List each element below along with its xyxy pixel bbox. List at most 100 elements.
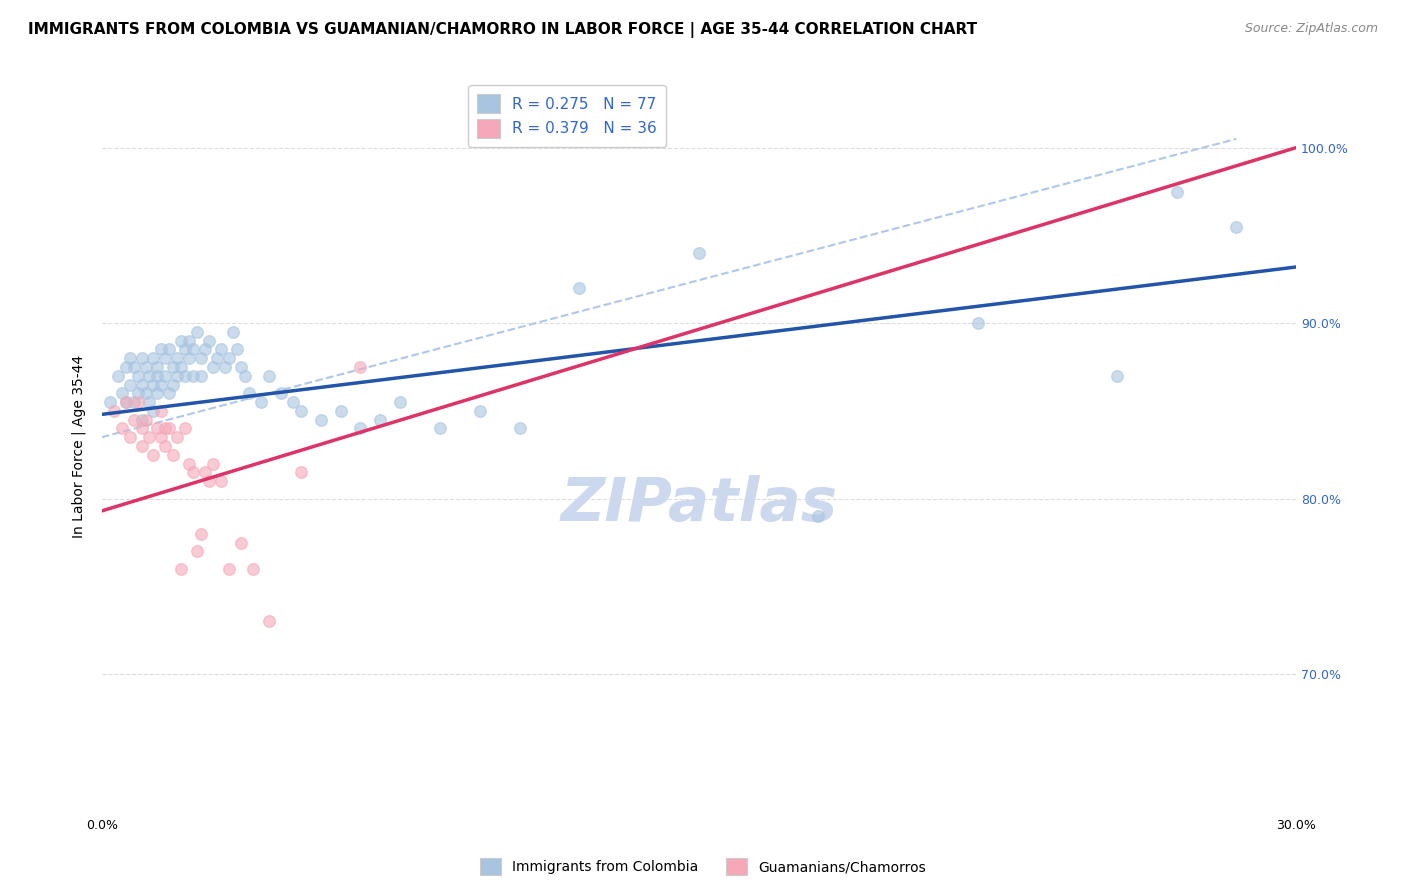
Point [250, 395, 273, 409]
Point [131, 439, 153, 453]
Point [349, 421, 371, 435]
Point [214, 359, 236, 374]
Point [468, 404, 491, 418]
Text: Source: ZipAtlas.com: Source: ZipAtlas.com [1244, 22, 1378, 36]
Point [370, 412, 392, 426]
Point [1225, 219, 1247, 234]
Point [134, 386, 156, 401]
Point [150, 404, 173, 418]
Point [127, 368, 149, 383]
Point [107, 368, 129, 383]
Point [349, 359, 371, 374]
Point [122, 412, 145, 426]
Point [127, 395, 149, 409]
Point [179, 334, 201, 348]
Point [174, 343, 197, 357]
Point [209, 474, 232, 488]
Point [166, 368, 188, 383]
Point [242, 562, 264, 576]
Point [127, 386, 149, 401]
Point [194, 466, 217, 480]
Point [110, 386, 132, 401]
Point [150, 343, 173, 357]
Point [157, 343, 180, 357]
Point [389, 395, 412, 409]
Point [114, 395, 136, 409]
Point [155, 351, 177, 366]
Point [181, 466, 204, 480]
Point [218, 351, 240, 366]
Point [1105, 368, 1128, 383]
Point [118, 351, 141, 366]
Point [162, 359, 184, 374]
Point [309, 412, 332, 426]
Point [1166, 185, 1188, 199]
Point [966, 316, 988, 330]
Point [290, 404, 312, 418]
Point [222, 325, 245, 339]
Point [194, 343, 217, 357]
Point [122, 395, 145, 409]
Point [98, 395, 121, 409]
Point [155, 368, 177, 383]
Point [122, 359, 145, 374]
Point [142, 351, 165, 366]
Point [162, 448, 184, 462]
Point [131, 351, 153, 366]
Point [174, 368, 197, 383]
Point [150, 430, 173, 444]
Point [198, 474, 221, 488]
Point [509, 132, 531, 146]
Point [146, 368, 169, 383]
Point [181, 368, 204, 383]
Point [202, 359, 225, 374]
Point [257, 368, 280, 383]
Point [131, 377, 153, 392]
Point [157, 421, 180, 435]
Point [329, 404, 352, 418]
Point [170, 334, 193, 348]
Point [688, 246, 710, 260]
Point [229, 535, 252, 549]
Point [290, 466, 312, 480]
Text: ZIPatlas: ZIPatlas [561, 475, 838, 534]
Point [509, 421, 531, 435]
Point [150, 377, 173, 392]
Point [114, 395, 136, 409]
Point [110, 421, 132, 435]
Point [142, 448, 165, 462]
Point [134, 359, 156, 374]
Point [146, 386, 169, 401]
Point [155, 439, 177, 453]
Point [131, 412, 153, 426]
Point [138, 430, 160, 444]
Point [118, 377, 141, 392]
Text: IMMIGRANTS FROM COLOMBIA VS GUAMANIAN/CHAMORRO IN LABOR FORCE | AGE 35-44 CORREL: IMMIGRANTS FROM COLOMBIA VS GUAMANIAN/CH… [28, 22, 977, 38]
Point [238, 386, 260, 401]
Point [179, 457, 201, 471]
Point [138, 395, 160, 409]
Point [226, 343, 249, 357]
Point [229, 359, 252, 374]
Point [114, 359, 136, 374]
Point [186, 544, 208, 558]
Legend: Immigrants from Colombia, Guamanians/Chamorros: Immigrants from Colombia, Guamanians/Cha… [475, 853, 931, 880]
Point [170, 562, 193, 576]
Point [174, 421, 197, 435]
Point [270, 386, 292, 401]
Point [807, 509, 830, 524]
Point [103, 404, 125, 418]
Y-axis label: In Labor Force | Age 35-44: In Labor Force | Age 35-44 [72, 354, 86, 538]
Point [166, 351, 188, 366]
Legend: R = 0.275   N = 77, R = 0.379   N = 36: R = 0.275 N = 77, R = 0.379 N = 36 [468, 85, 666, 147]
Point [186, 325, 208, 339]
Point [146, 359, 169, 374]
Point [209, 343, 232, 357]
Point [190, 368, 212, 383]
Point [170, 359, 193, 374]
Point [281, 395, 304, 409]
Point [157, 386, 180, 401]
Point [190, 351, 212, 366]
Point [155, 421, 177, 435]
Point [202, 457, 225, 471]
